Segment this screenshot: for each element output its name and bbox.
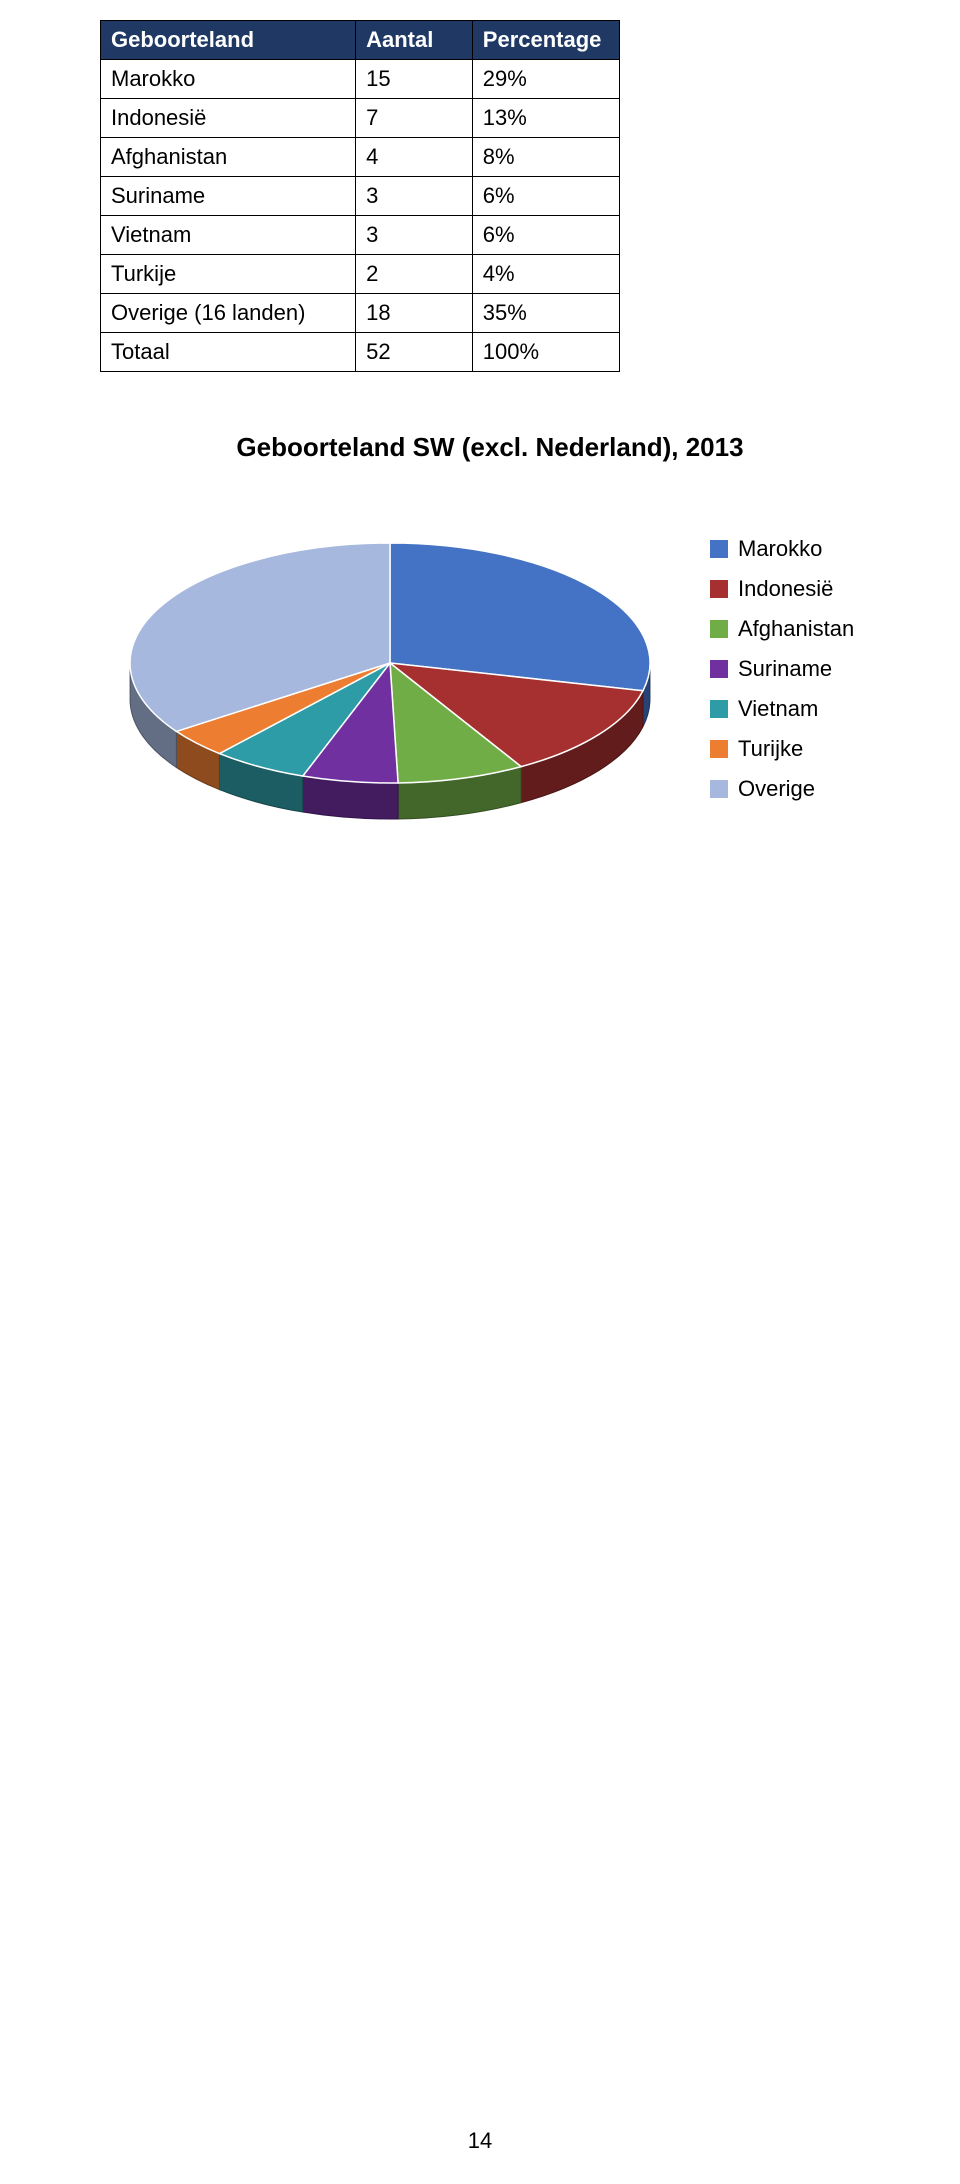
chart-row: Marokko Indonesië Afghanistan Suriname Vietn… xyxy=(100,493,880,858)
table-header-cell: Aantal xyxy=(356,21,473,60)
legend-item: Indonesië xyxy=(710,576,854,602)
table-cell: Vietnam xyxy=(101,216,356,255)
table-cell: 7 xyxy=(356,99,473,138)
data-table: GeboortelandAantalPercentage Marokko1529… xyxy=(100,20,620,372)
table-row: Vietnam36% xyxy=(101,216,620,255)
table-cell: Marokko xyxy=(101,60,356,99)
table-cell: Totaal xyxy=(101,333,356,372)
legend-label: Overige xyxy=(738,776,815,802)
legend-label: Indonesië xyxy=(738,576,833,602)
legend-swatch xyxy=(710,740,728,758)
legend-label: Suriname xyxy=(738,656,832,682)
pie-chart-block: Geboorteland SW (excl. Nederland), 2013 … xyxy=(100,432,880,858)
legend-item: Turijke xyxy=(710,736,854,762)
legend-item: Overige xyxy=(710,776,854,802)
table-cell: 6% xyxy=(472,177,619,216)
table-cell: 3 xyxy=(356,177,473,216)
table-cell: 4% xyxy=(472,255,619,294)
table-cell: Indonesië xyxy=(101,99,356,138)
table-row: Totaal52100% xyxy=(101,333,620,372)
table-cell: Overige (16 landen) xyxy=(101,294,356,333)
legend-swatch xyxy=(710,620,728,638)
table-cell: Turkije xyxy=(101,255,356,294)
legend-swatch xyxy=(710,660,728,678)
legend-swatch xyxy=(710,540,728,558)
legend-item: Afghanistan xyxy=(710,616,854,642)
legend-item: Suriname xyxy=(710,656,854,682)
table-cell: 4 xyxy=(356,138,473,177)
legend-label: Vietnam xyxy=(738,696,818,722)
table-cell: 2 xyxy=(356,255,473,294)
legend-label: Afghanistan xyxy=(738,616,854,642)
legend-swatch xyxy=(710,580,728,598)
table-body: Marokko1529%Indonesië713%Afghanistan48%S… xyxy=(101,60,620,372)
table-cell: Suriname xyxy=(101,177,356,216)
table-cell: 52 xyxy=(356,333,473,372)
legend-item: Vietnam xyxy=(710,696,854,722)
legend-item: Marokko xyxy=(710,536,854,562)
legend-label: Marokko xyxy=(738,536,822,562)
pie-chart xyxy=(100,493,680,858)
table-header: GeboortelandAantalPercentage xyxy=(101,21,620,60)
chart-title: Geboorteland SW (excl. Nederland), 2013 xyxy=(100,432,880,463)
table-row: Turkije24% xyxy=(101,255,620,294)
table-row: Marokko1529% xyxy=(101,60,620,99)
table-header-cell: Geboorteland xyxy=(101,21,356,60)
table-cell: 18 xyxy=(356,294,473,333)
table-row: Afghanistan48% xyxy=(101,138,620,177)
table-cell: 100% xyxy=(472,333,619,372)
legend-swatch xyxy=(710,700,728,718)
table-cell: 29% xyxy=(472,60,619,99)
legend-label: Turijke xyxy=(738,736,803,762)
page: GeboortelandAantalPercentage Marokko1529… xyxy=(0,0,960,2184)
chart-legend: Marokko Indonesië Afghanistan Suriname Vietn… xyxy=(710,536,854,816)
table-cell: 3 xyxy=(356,216,473,255)
table-cell: Afghanistan xyxy=(101,138,356,177)
table-cell: 13% xyxy=(472,99,619,138)
table-cell: 15 xyxy=(356,60,473,99)
table-row: Overige (16 landen)1835% xyxy=(101,294,620,333)
page-number: 14 xyxy=(0,2128,960,2154)
table-header-cell: Percentage xyxy=(472,21,619,60)
table-row: Suriname36% xyxy=(101,177,620,216)
table-row: Indonesië713% xyxy=(101,99,620,138)
table-cell: 35% xyxy=(472,294,619,333)
table-cell: 8% xyxy=(472,138,619,177)
table-cell: 6% xyxy=(472,216,619,255)
legend-swatch xyxy=(710,780,728,798)
